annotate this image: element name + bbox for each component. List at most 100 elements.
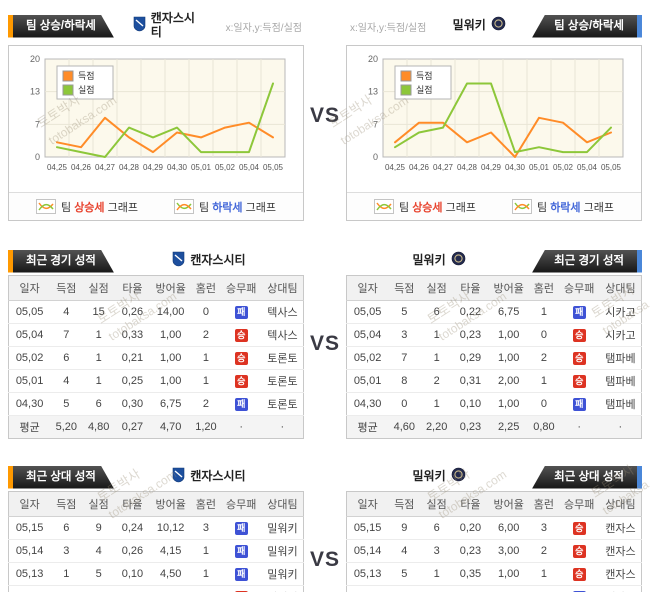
column-header: 득점 <box>50 491 83 517</box>
tab-recent-record-right[interactable]: 최근 경기 성적 <box>532 249 642 273</box>
result-badge: 패 <box>572 305 586 319</box>
right-team: 밀워키 <box>453 16 506 36</box>
result-badge: 승 <box>572 328 586 342</box>
scored-cell: 3 <box>388 323 421 347</box>
avg-value-cell: 1,20 <box>191 415 221 439</box>
date-cell: 05,01 <box>8 369 51 393</box>
era-cell: 2,00 <box>488 369 530 393</box>
homerun-cell: 0 <box>529 323 559 347</box>
column-header: 실점 <box>420 275 453 301</box>
team-rise-graph-button[interactable]: 팀 상승세 그래프 <box>36 199 138 215</box>
column-header: 실점 <box>420 491 453 517</box>
svg-text:득점: 득점 <box>416 70 433 81</box>
tab-team-trend-left[interactable]: 팀 상승/하락세 <box>8 15 114 38</box>
scored-cell: 9 <box>388 516 421 540</box>
axis-hint: x:일자,y:득점/실점 <box>225 22 302 34</box>
column-header: 득점 <box>388 275 421 301</box>
batting-avg-cell: 0,23 <box>452 323 489 347</box>
tab-recent-record-left[interactable]: 최근 경기 성적 <box>8 250 114 273</box>
svg-text:05,01: 05,01 <box>529 163 550 172</box>
opponent-cell: 탬파베 <box>599 392 642 416</box>
conceded-cell: 1 <box>82 323 115 347</box>
table-row: 05,01 4 1 0,25 1,00 1 승 토론토 <box>8 369 304 393</box>
batting-avg-cell: 0,21 <box>114 346 151 370</box>
conceded-cell: 6 <box>420 300 453 324</box>
left-team: 캔자스시티 <box>172 467 246 488</box>
table-row: 07,22360,191,000패캔자스 <box>346 585 642 592</box>
column-header: 승무패 <box>558 491 600 517</box>
right-team: 밀워키 <box>413 467 466 487</box>
left-recent-header: 최근 경기 성적 캔자스시티 <box>8 249 304 273</box>
team-fall-graph-button[interactable]: 팀 하락세 그래프 <box>174 199 276 215</box>
era-cell: 1,00 <box>150 369 192 393</box>
tab-h2h-record-left[interactable]: 최근 상대 성적 <box>8 466 114 489</box>
svg-text:05,05: 05,05 <box>263 163 284 172</box>
vs-label: VS <box>309 548 340 571</box>
conceded-cell: 1 <box>420 346 453 370</box>
result-badge: 패 <box>572 397 586 411</box>
column-header: 실점 <box>82 275 115 301</box>
result-cell: 승 <box>558 323 600 347</box>
scored-cell: 6 <box>50 516 83 540</box>
column-header: 타율 <box>452 491 489 517</box>
conceded-cell: 1 <box>82 346 115 370</box>
svg-text:04,30: 04,30 <box>505 163 526 172</box>
batting-avg-cell: 0,28 <box>114 585 151 592</box>
kansascity-h2h-table: 일자 득점 실점 타율 방어율 홈런 승무패 상대팀 05,15 6 9 0,24 10,12 3 패 밀워… <box>8 491 304 592</box>
era-cell: 3,00 <box>150 585 192 592</box>
scored-cell: 5 <box>388 300 421 324</box>
conceded-cell: 1 <box>420 323 453 347</box>
opponent-cell: 탬파베 <box>599 369 642 393</box>
right-chart-header: x:일자,y:득점/실점 밀워키 팀 상승/하락세 <box>346 10 642 42</box>
svg-text:0: 0 <box>373 152 378 162</box>
team-name: 캔자스시티 <box>190 253 246 268</box>
column-header: 방어율 <box>488 275 530 301</box>
result-badge: 승 <box>234 351 248 365</box>
date-cell: 05,13 <box>8 562 51 586</box>
tab-team-trend-right[interactable]: 팀 상승/하락세 <box>532 14 642 38</box>
avg-value-cell: 5,20 <box>50 415 83 439</box>
avg-value-cell: 4,70 <box>150 415 192 439</box>
graph-legend-row: 팀 상승세 그래프 팀 하락세 그래프 <box>9 192 303 220</box>
team-fall-graph-button[interactable]: 팀 하락세 그래프 <box>512 199 614 215</box>
avg-value-cell: 4,80 <box>82 415 115 439</box>
svg-text:7: 7 <box>35 119 40 129</box>
homerun-cell: 0 <box>191 300 221 324</box>
column-header: 상대팀 <box>261 275 304 301</box>
homerun-cell: 2 <box>191 323 221 347</box>
table-row: 05,04 3 1 0,23 1,00 0 승 시카고 <box>346 323 642 347</box>
column-header: 일자 <box>346 491 389 517</box>
conceded-cell: 15 <box>82 300 115 324</box>
avg-label-cell: 평균 <box>8 415 51 439</box>
tab-label: 최근 상대 성적 <box>554 470 624 483</box>
date-cell: 05,14 <box>346 539 389 563</box>
homerun-cell: 2 <box>191 392 221 416</box>
team-name: 밀워키 <box>412 253 446 268</box>
homerun-cell: 1 <box>191 539 221 563</box>
team-name: 밀워키 <box>452 18 486 33</box>
avg-label-cell: 평균 <box>346 415 389 439</box>
result-badge: 승 <box>572 567 586 581</box>
result-cell: 승 <box>558 346 600 370</box>
svg-text:05,05: 05,05 <box>601 163 622 172</box>
team-rise-graph-button[interactable]: 팀 상승세 그래프 <box>374 199 476 215</box>
svg-text:05,02: 05,02 <box>553 163 574 172</box>
tab-h2h-record-right[interactable]: 최근 상대 성적 <box>532 465 642 489</box>
kansascity-trend-chart: 20 13 7 0 04,25 04,26 04,27 04,28 04,29 04,30 05,0… <box>9 46 303 192</box>
era-cell: 6,75 <box>150 392 192 416</box>
scored-cell: 4 <box>50 369 83 393</box>
milwaukee-logo-icon <box>451 251 466 271</box>
avg-value-cell: 0,27 <box>114 415 151 439</box>
opponent-cell: 캔자스 <box>599 562 642 586</box>
opponent-cell: 밀워키 <box>261 585 304 592</box>
rise-graph-icon <box>374 199 394 214</box>
date-cell: 05,05 <box>346 300 389 324</box>
era-cell: 4,15 <box>150 539 192 563</box>
era-cell: 1,00 <box>488 585 530 592</box>
kansascity-logo-icon <box>172 251 185 272</box>
team-name: 캔자스시티 <box>190 469 246 484</box>
svg-text:05,01: 05,01 <box>191 163 212 172</box>
tab-label: 최근 상대 성적 <box>26 470 96 483</box>
svg-text:04,29: 04,29 <box>143 163 164 172</box>
svg-text:득점: 득점 <box>78 70 95 81</box>
